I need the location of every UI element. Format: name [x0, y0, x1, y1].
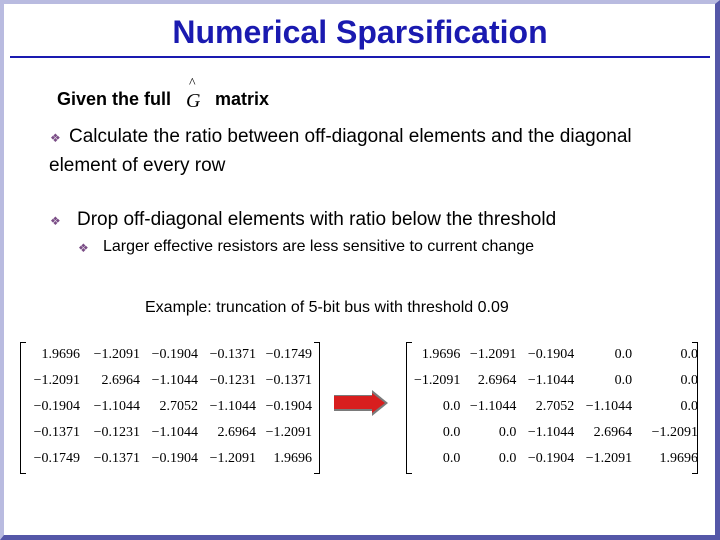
matrix-row: 0.0 0.0 −0.1904 −1.2091 1.9696	[414, 446, 698, 472]
matrix-cell: 0.0	[498, 451, 517, 466]
matrix-cell: −0.1904	[265, 399, 312, 414]
matrix-cell: −0.1904	[527, 451, 575, 466]
matrix-cell: −1.1044	[527, 425, 575, 440]
matrix-row: 1.9696 −1.2091 −0.1904 0.0 0.0	[414, 342, 698, 368]
matrix-cell: 0.0	[498, 425, 517, 440]
matrix-cell: 2.6964	[477, 373, 517, 388]
matrix-cell: 0.0	[614, 373, 633, 388]
left-bracket	[406, 342, 412, 474]
matrix-row: −1.2091 2.6964 −1.1044 −0.1231 −0.1371	[28, 368, 312, 394]
matrix-cell: −0.1231	[209, 373, 256, 388]
matrix-cell: 0.0	[680, 373, 699, 388]
matrix-cell: −1.1044	[209, 399, 256, 414]
example-caption: Example: truncation of 5-bit bus with th…	[145, 299, 509, 316]
matrix-cell: −1.2091	[93, 347, 140, 362]
g-hat-symbol: ^ G	[183, 76, 205, 112]
bullet-diamond-icon: ❖	[50, 214, 61, 228]
matrix-row: 1.9696 −1.2091 −0.1904 −0.1371 −0.1749	[28, 342, 313, 368]
hat-accent: ^	[189, 76, 196, 91]
matrix-cell: −0.1371	[33, 425, 80, 440]
matrix-cell: 0.0	[680, 399, 699, 414]
matrix-before: 1.9696 −1.2091 −0.1904 −0.1371 −0.1749 −1.209…	[20, 342, 320, 474]
matrix-cell: −1.1044	[151, 425, 198, 440]
slide-title: Numerical Sparsification	[172, 14, 548, 50]
matrix-row: −1.2091 2.6964 −1.1044 0.0 0.0	[414, 368, 698, 394]
matrix-cell: −0.1749	[265, 347, 312, 362]
matrix-cell: −1.2091	[33, 373, 80, 388]
matrix-cell: 0.0	[442, 425, 461, 440]
matrix-cell: −1.2091	[209, 451, 256, 466]
matrix-cell: 2.7052	[159, 399, 199, 414]
matrix-cell: 0.0	[614, 347, 633, 362]
matrix-cell: −1.1044	[93, 399, 140, 414]
matrix-row: −0.1904 −1.1044 2.7052 −1.1044 −0.1904	[28, 394, 312, 420]
right-arrow-icon	[334, 390, 388, 416]
g-letter: G	[186, 90, 201, 112]
matrix-row: 0.0 −1.1044 2.7052 −1.1044 0.0	[414, 394, 698, 420]
matrix-cell: 2.7052	[535, 399, 575, 414]
matrix-after-table: 1.9696 −1.2091 −0.1904 0.0 0.0 −1.2091 2.6964−…	[414, 342, 698, 472]
matrix-cell: −1.2091	[469, 347, 517, 362]
right-bracket	[314, 342, 320, 474]
matrix-cell: 2.6964	[217, 425, 257, 440]
matrix-cell: −0.1904	[527, 347, 575, 362]
matrix-cell: −0.1231	[93, 425, 140, 440]
matrix-cell: 0.0	[680, 347, 699, 362]
matrix-cell: −1.2091	[414, 373, 461, 388]
matrix-row: −0.1749 −0.1371 −0.1904 −1.2091 1.9696	[28, 446, 312, 472]
matrix-cell: −1.2091	[585, 451, 633, 466]
matrix-cell: −0.1371	[209, 347, 256, 362]
matrix-cell: 1.9696	[41, 347, 81, 362]
given-text: Given the full	[57, 89, 172, 109]
matrix-cell: −1.1044	[585, 399, 633, 414]
matrix-cell: −0.1371	[265, 373, 312, 388]
right-bracket	[692, 342, 698, 474]
matrix-cell: 0.0	[442, 399, 461, 414]
matrix-row: 0.0 0.0 −1.1044 2.6964 −1.2091	[414, 420, 698, 446]
matrix-after: 1.9696 −1.2091 −0.1904 0.0 0.0 −1.2091 2.6964−…	[406, 342, 698, 474]
matrix-cell: −1.1044	[469, 399, 517, 414]
bullet-2: Drop off-diagonal elements with ratio be…	[77, 209, 557, 230]
matrix-row: −0.1371 −0.1231 −1.1044 2.6964 −1.2091	[28, 420, 312, 446]
matrix-cell: −1.1044	[527, 373, 575, 388]
matrix-cell: −0.1904	[151, 451, 198, 466]
sub-bullet: Larger effective resistors are less sens…	[103, 238, 535, 255]
matrix-cell: −1.1044	[151, 373, 198, 388]
matrix-cell: 1.9696	[659, 451, 699, 466]
sub-bullet-diamond-icon: ❖	[78, 241, 89, 255]
title-underline	[10, 56, 710, 58]
matrix-cell: 1.9696	[421, 347, 461, 362]
matrix-word: matrix	[215, 89, 270, 109]
matrix-before-table: 1.9696 −1.2091 −0.1904 −0.1371 −0.1749 −1.209…	[28, 342, 312, 472]
matrix-cell: −0.1749	[33, 451, 80, 466]
matrix-cell: 0.0	[442, 451, 461, 466]
bullet-1-line-1: Calculate the ratio between off-diagonal…	[69, 126, 632, 147]
matrix-cell: 1.9696	[273, 451, 313, 466]
matrix-cell: −1.2091	[651, 425, 698, 440]
matrix-cell: −1.2091	[265, 425, 312, 440]
bullet-1-line-2: element of every row	[49, 155, 226, 176]
matrix-cell: −0.1371	[93, 451, 140, 466]
matrix-cell: 2.6964	[101, 373, 141, 388]
matrix-cell: 2.6964	[593, 425, 633, 440]
left-bracket	[20, 342, 26, 474]
matrix-cell: −0.1904	[151, 347, 198, 362]
bullet-diamond-icon: ❖	[50, 131, 61, 145]
matrix-cell: −0.1904	[33, 399, 80, 414]
